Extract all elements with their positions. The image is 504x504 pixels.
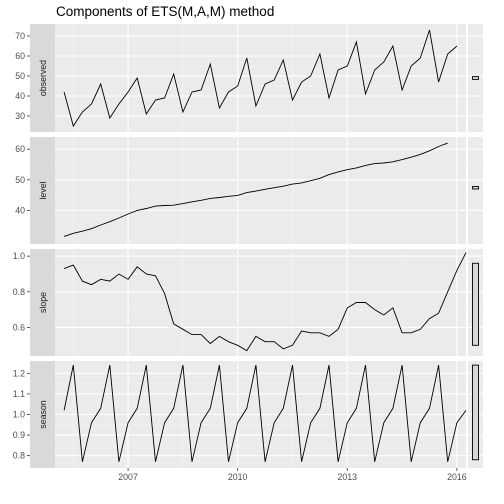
- strip-label-level: level: [38, 181, 48, 199]
- y-tick-label-slope: 1.0: [13, 251, 25, 261]
- strip-label-slope: slope: [38, 292, 48, 313]
- y-tick-label-slope: 0.8: [13, 287, 25, 297]
- series-line-slope: [63, 252, 467, 352]
- panel-season: season 0.8 0.9 1.0 1.1 1.2: [13, 361, 483, 468]
- y-tick-label-season: 1.1: [13, 389, 25, 399]
- panel-bg-observed: [55, 24, 466, 132]
- range-bar-level: [472, 186, 479, 190]
- series-line-season: [63, 365, 467, 462]
- y-tick-label-season: 0.8: [13, 451, 25, 461]
- strip-level: [30, 137, 55, 244]
- range-bar-observed: [472, 76, 479, 80]
- x-tick-label: 2007: [118, 472, 138, 482]
- y-tick-label-season: 0.9: [13, 430, 25, 440]
- strip-season: [30, 361, 55, 468]
- x-tick-label: 2013: [337, 472, 357, 482]
- series-line-observed: [63, 29, 458, 128]
- bar-panel-bg-level: [468, 137, 483, 244]
- panel-bg-slope: [55, 249, 466, 356]
- y-tick-label-slope: 0.6: [13, 322, 25, 332]
- panel-level: level 40 50 60: [15, 137, 483, 244]
- y-tick-label-observed: 30: [15, 111, 25, 121]
- y-tick-label-observed: 50: [15, 71, 25, 81]
- y-tick-label-observed: 40: [15, 91, 25, 101]
- strip-observed: [30, 24, 55, 132]
- x-tick-label: 2010: [228, 472, 248, 482]
- strip-slope: [30, 249, 55, 356]
- y-tick-label-level: 40: [15, 205, 25, 215]
- panel-slope: slope 0.6 0.8 1.0: [13, 249, 483, 356]
- panel-observed: observed 30 40 50 60 70: [15, 24, 483, 132]
- y-tick-label-season: 1.0: [13, 410, 25, 420]
- range-bar-season: [472, 364, 479, 461]
- strip-label-observed: observed: [38, 60, 48, 96]
- strip-label-season: season: [38, 400, 48, 428]
- range-bar-slope: [472, 262, 479, 346]
- y-tick-label-level: 50: [15, 175, 25, 185]
- chart-title: Components of ETS(M,A,M) method: [56, 4, 274, 19]
- y-tick-label-level: 60: [15, 144, 25, 154]
- series-line-level: [63, 142, 448, 237]
- x-tick-label: 2016: [447, 472, 467, 482]
- y-tick-label-season: 1.2: [13, 368, 25, 378]
- y-tick-label-observed: 60: [15, 51, 25, 61]
- y-tick-label-observed: 70: [15, 31, 25, 41]
